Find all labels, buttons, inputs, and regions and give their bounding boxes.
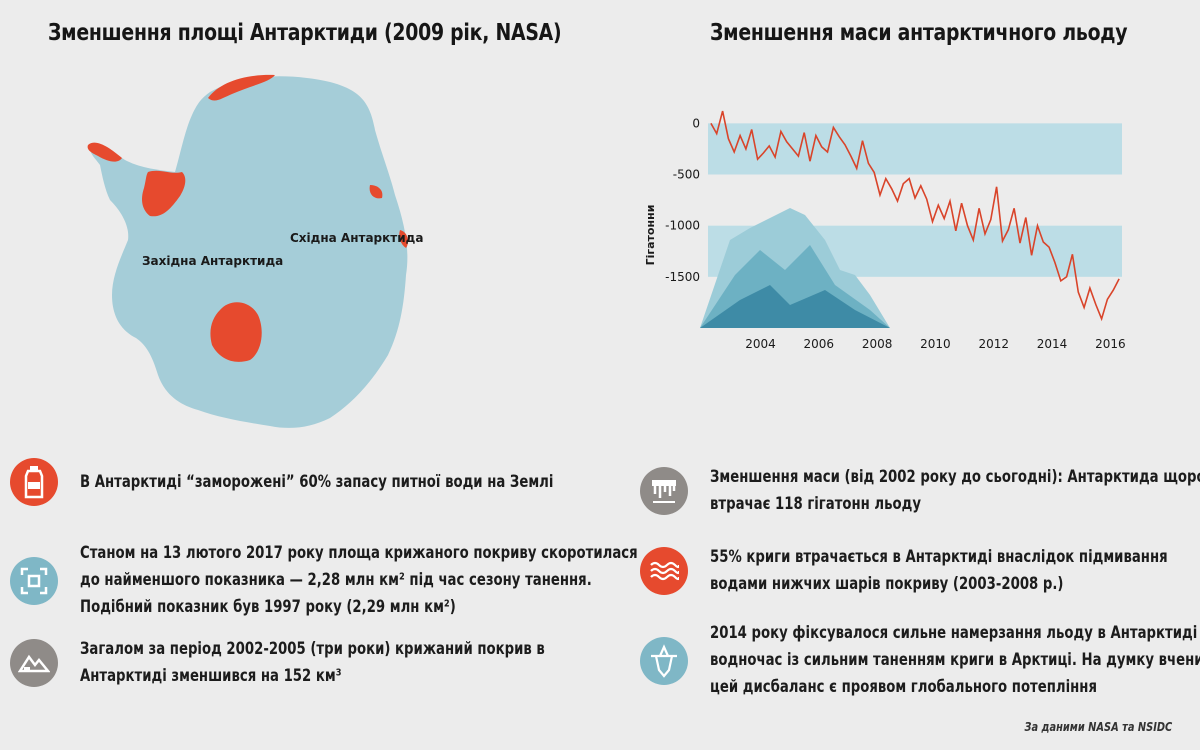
fact-right-3-text: 2014 року фіксувалося сильне намерзання … [710, 620, 1200, 701]
fact-line: В Антарктиді “заморожені” 60% запасу пит… [80, 471, 554, 492]
loss-peninsula [87, 142, 122, 162]
y-axis-ticks: 0 -500 -1000 -1500 [665, 116, 700, 283]
antarctica-map: Західна Антарктида Східна Антарктида [87, 74, 423, 428]
source-note: За даними NASA та NSIDC [1024, 720, 1172, 734]
waves-icon [640, 547, 688, 595]
fact-line: Зменшення маси (від 2002 року до сьогодн… [710, 467, 1200, 487]
fact-line: водночас із сильним таненням криги в Арк… [710, 650, 1200, 670]
fact-line: втрачає 118 гігатонн льоду [710, 494, 921, 514]
y-tick-label: -1000 [665, 219, 700, 233]
x-tick-label: 2006 [804, 337, 835, 351]
x-tick-label: 2014 [1037, 337, 1068, 351]
fact-right-2-text: 55% криги втрачається в Антарктиді внасл… [710, 544, 1168, 598]
x-tick-label: 2010 [920, 337, 951, 351]
mass-series-line [710, 110, 1120, 322]
y-tick-label: -500 [673, 168, 700, 182]
loss-west [142, 170, 186, 217]
fact-right-2: 55% криги втрачається в Антарктиді внасл… [640, 544, 1200, 598]
chart-title: Зменшення маси антарктичного льоду [710, 20, 1128, 46]
label-east-antarctica: Східна Антарктида [290, 231, 423, 245]
iceberg-icon [640, 636, 688, 685]
y-tick-label: -1500 [665, 270, 700, 284]
fact-left-2-text: Станом на 13 лютого 2017 року площа криж… [80, 540, 638, 621]
fact-left-2: Станом на 13 лютого 2017 року площа криж… [10, 540, 795, 621]
loss-pine-island [210, 302, 262, 362]
fact-right-1-text: Зменшення маси (від 2002 року до сьогодн… [710, 464, 1200, 518]
fact-line: цей дисбаланс є проявом глобального поте… [710, 677, 1097, 697]
x-tick-label: 2004 [745, 337, 776, 351]
x-axis-ticks: 2004 2006 2008 2010 2012 2014 2016 [745, 337, 1125, 351]
fact-line: 2014 року фіксувалося сильне намерзання … [710, 623, 1198, 643]
fact-line: до найменшого показника — 2,28 млн км² п… [80, 570, 592, 590]
loss-east-2 [399, 230, 408, 248]
fact-left-3: Загалом за період 2002-2005 (три роки) к… [10, 636, 676, 690]
mass-loss-chart: 0 -500 -1000 -1500 2004 2006 2008 2010 2012 2014… [644, 110, 1126, 351]
fact-line: Станом на 13 лютого 2017 року площа криж… [80, 543, 638, 563]
fact-right-3: 2014 року фіксувалося сильне намерзання … [640, 620, 1200, 701]
y-tick-label: 0 [692, 116, 700, 130]
fact-left-1-text: В Антарктиді “заморожені” 60% запасу пит… [80, 469, 553, 496]
ice-loss-areas [87, 74, 408, 362]
water-bottle-icon [10, 458, 58, 506]
x-tick-label: 2008 [862, 337, 893, 351]
fact-line: Загалом за період 2002-2005 (три роки) к… [80, 639, 545, 659]
fact-line: 55% криги втрачається в Антарктиді внасл… [710, 547, 1168, 567]
fact-line: Подібний показник був 1997 року (2,29 мл… [80, 597, 456, 617]
mountain-ice-icon [10, 639, 58, 687]
label-west-antarctica: Західна Антарктида [142, 254, 283, 268]
melting-ice-icon [640, 467, 688, 515]
x-tick-label: 2016 [1095, 337, 1126, 351]
fact-right-1: Зменшення маси (від 2002 року до сьогодн… [640, 464, 1200, 518]
fact-left-1: В Антарктиді “заморожені” 60% запасу пит… [10, 458, 687, 506]
fact-left-3-text: Загалом за період 2002-2005 (три роки) к… [80, 636, 545, 690]
y-axis-label: Гігатонни [644, 205, 657, 266]
map-title: Зменшення площі Антарктиди (2009 рік, NA… [48, 20, 562, 46]
ice-sheet [89, 76, 408, 428]
x-tick-label: 2012 [978, 337, 1009, 351]
loss-north [208, 74, 275, 101]
fact-line: водами нижчих шарів покриву (2003-2008 р… [710, 574, 1064, 594]
iceberg-illustration [700, 208, 890, 328]
area-frame-icon [10, 556, 58, 605]
loss-east [369, 185, 383, 199]
fact-line: Антарктиді зменшився на 152 км³ [80, 666, 342, 686]
